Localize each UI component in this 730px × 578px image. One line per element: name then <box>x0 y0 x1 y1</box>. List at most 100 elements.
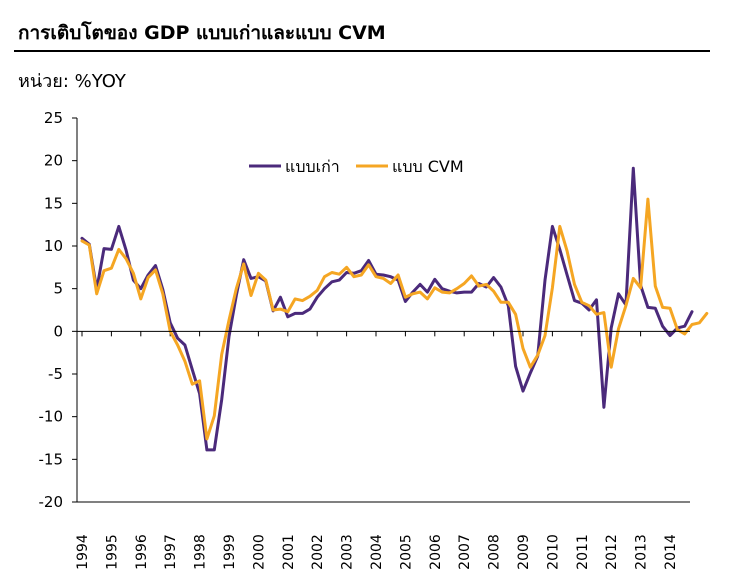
data-point <box>221 399 223 401</box>
page-title: การเติบโตของ GDP แบบเก่าและแบบ CVM <box>18 22 386 44</box>
data-point <box>706 312 708 315</box>
data-point <box>588 309 590 311</box>
data-point <box>125 249 127 251</box>
data-point <box>243 263 245 265</box>
data-point <box>662 306 664 309</box>
data-point <box>478 285 480 287</box>
data-point <box>221 353 223 355</box>
data-point <box>441 291 443 293</box>
data-point <box>507 301 509 303</box>
data-point <box>426 298 429 300</box>
data-point <box>434 278 436 280</box>
x-tick-label: 2000 <box>251 534 267 570</box>
data-point <box>316 289 318 291</box>
data-point <box>279 308 282 310</box>
data-point <box>154 265 157 267</box>
data-point <box>654 307 656 309</box>
data-point <box>456 292 458 294</box>
data-point <box>191 369 193 371</box>
y-tick-label: -20 <box>39 493 64 511</box>
data-point <box>603 406 605 408</box>
data-point <box>390 282 392 285</box>
data-point <box>544 335 546 337</box>
x-tick-label: 2002 <box>310 534 326 570</box>
x-tick-label: 2006 <box>428 534 444 570</box>
data-point <box>559 248 561 251</box>
data-point <box>617 328 620 330</box>
data-point <box>184 360 186 362</box>
data-point <box>228 319 230 321</box>
data-point <box>632 167 634 169</box>
data-point <box>603 311 605 314</box>
data-point <box>463 282 465 285</box>
data-point <box>184 344 186 346</box>
data-point <box>323 288 326 290</box>
data-point <box>382 274 384 276</box>
data-point <box>287 316 289 318</box>
x-tick-label: 2008 <box>487 534 503 570</box>
data-point <box>500 286 502 288</box>
data-point <box>162 293 164 295</box>
data-point <box>662 325 664 327</box>
data-point <box>132 272 135 274</box>
data-point <box>125 258 127 260</box>
data-point <box>96 293 98 295</box>
x-tick-label: 2012 <box>604 534 620 570</box>
unit-label: หน่วย: %YOY <box>18 71 126 92</box>
y-tick-label: 20 <box>44 152 63 170</box>
data-point <box>353 272 355 274</box>
data-point <box>346 271 348 274</box>
data-point <box>493 290 495 292</box>
y-tick-label: 25 <box>44 109 63 127</box>
x-tick-label: 2001 <box>281 534 297 570</box>
x-tick-label: 1997 <box>163 534 179 570</box>
x-tick-label: 1994 <box>75 534 91 570</box>
data-point <box>118 225 120 227</box>
series-line <box>80 197 709 441</box>
data-point <box>331 271 333 274</box>
data-point <box>522 347 524 349</box>
data-point <box>360 270 362 272</box>
x-tick-label: 2011 <box>575 534 591 570</box>
y-tick-label: 0 <box>53 322 63 340</box>
data-point <box>390 276 392 278</box>
data-point <box>419 283 421 285</box>
data-point <box>610 327 612 329</box>
y-tick-label: -15 <box>39 450 64 468</box>
data-point <box>573 283 576 285</box>
data-point <box>470 291 473 293</box>
data-point <box>301 300 304 302</box>
title-divider <box>14 50 710 52</box>
data-point <box>684 333 686 335</box>
data-point <box>595 313 598 315</box>
data-point <box>640 287 642 289</box>
data-point <box>110 248 112 251</box>
data-point <box>397 274 399 276</box>
x-tick-label: 2009 <box>516 534 532 570</box>
data-point <box>529 372 531 374</box>
data-point <box>272 309 274 311</box>
series-line <box>80 166 694 452</box>
x-tick-label: 2007 <box>457 534 473 570</box>
data-point <box>470 275 473 277</box>
data-point <box>566 250 568 252</box>
x-tick-label: 2003 <box>340 534 356 570</box>
data-point <box>279 296 282 298</box>
y-tick-label: 10 <box>44 237 63 255</box>
x-tick-label: 1998 <box>193 534 209 570</box>
data-point <box>404 300 406 303</box>
data-point <box>684 325 686 327</box>
data-point <box>250 294 252 297</box>
data-point <box>140 298 142 300</box>
axes <box>76 118 690 503</box>
data-point <box>118 248 120 251</box>
data-point <box>338 273 340 275</box>
y-tick-label: -10 <box>39 408 64 426</box>
data-point <box>199 380 201 382</box>
data-point <box>566 274 568 276</box>
data-point <box>493 276 495 279</box>
series-old <box>80 166 694 452</box>
data-point <box>176 344 179 346</box>
data-point <box>265 279 267 281</box>
data-point <box>368 264 370 266</box>
